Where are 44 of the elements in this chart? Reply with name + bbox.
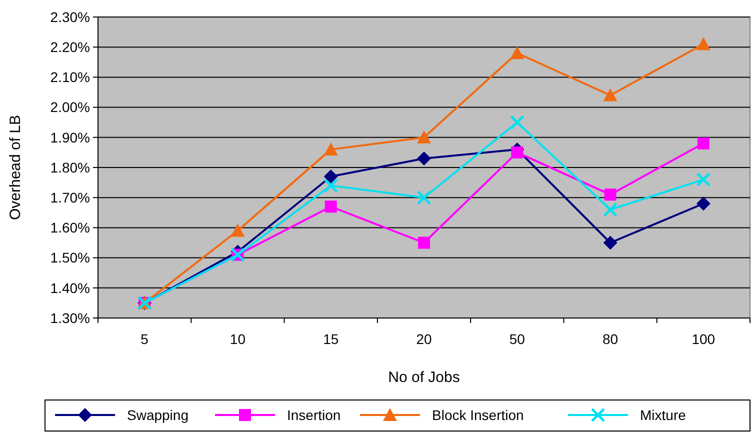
point bbox=[696, 196, 710, 211]
point bbox=[416, 190, 432, 205]
y-tick-label: 1.60% bbox=[50, 220, 90, 236]
y-tick-label: 2.30% bbox=[50, 8, 90, 25]
y-tick-label: 1.40% bbox=[50, 280, 90, 296]
point bbox=[697, 137, 710, 150]
y-tick-label: 1.80% bbox=[50, 159, 90, 176]
x-tick-label: 20 bbox=[416, 331, 432, 347]
y-axis-title: Overhead of LB bbox=[7, 114, 24, 220]
y-tick-label: 1.50% bbox=[50, 250, 90, 266]
point bbox=[510, 115, 524, 130]
legend-label: Swapping bbox=[127, 406, 188, 423]
point bbox=[418, 236, 430, 249]
point bbox=[417, 151, 431, 166]
x-tick-label: 15 bbox=[323, 331, 339, 347]
point bbox=[696, 37, 710, 50]
x-tick-label: 10 bbox=[230, 331, 246, 347]
x-tick-label: 5 bbox=[140, 331, 149, 347]
point bbox=[324, 178, 338, 193]
legend-label: Block Insertion bbox=[432, 406, 524, 423]
legend-label: Mixture bbox=[640, 406, 686, 423]
point bbox=[324, 170, 338, 184]
legend-label: Insertion bbox=[287, 406, 341, 423]
point bbox=[696, 172, 711, 187]
point bbox=[603, 202, 618, 217]
point bbox=[230, 224, 245, 237]
point bbox=[324, 142, 338, 156]
y-tick-label: 2.20% bbox=[50, 39, 90, 55]
x-tick-label: 50 bbox=[509, 331, 526, 347]
point bbox=[603, 88, 618, 102]
y-tick-label: 1.70% bbox=[50, 190, 90, 206]
point bbox=[417, 130, 431, 144]
y-tick-label: 2.00% bbox=[50, 99, 90, 116]
point bbox=[510, 46, 524, 60]
point bbox=[604, 188, 616, 201]
point bbox=[603, 236, 618, 250]
y-tick-label: 1.90% bbox=[50, 129, 90, 146]
point bbox=[324, 200, 337, 213]
y-tick-label: 2.10% bbox=[50, 69, 90, 86]
point bbox=[511, 146, 524, 158]
x-tick-label: 80 bbox=[602, 331, 618, 347]
y-tick-label: 1.30% bbox=[50, 310, 90, 326]
x-tick-label: 100 bbox=[692, 331, 716, 347]
x-axis-title: No of Jobs bbox=[388, 369, 460, 386]
